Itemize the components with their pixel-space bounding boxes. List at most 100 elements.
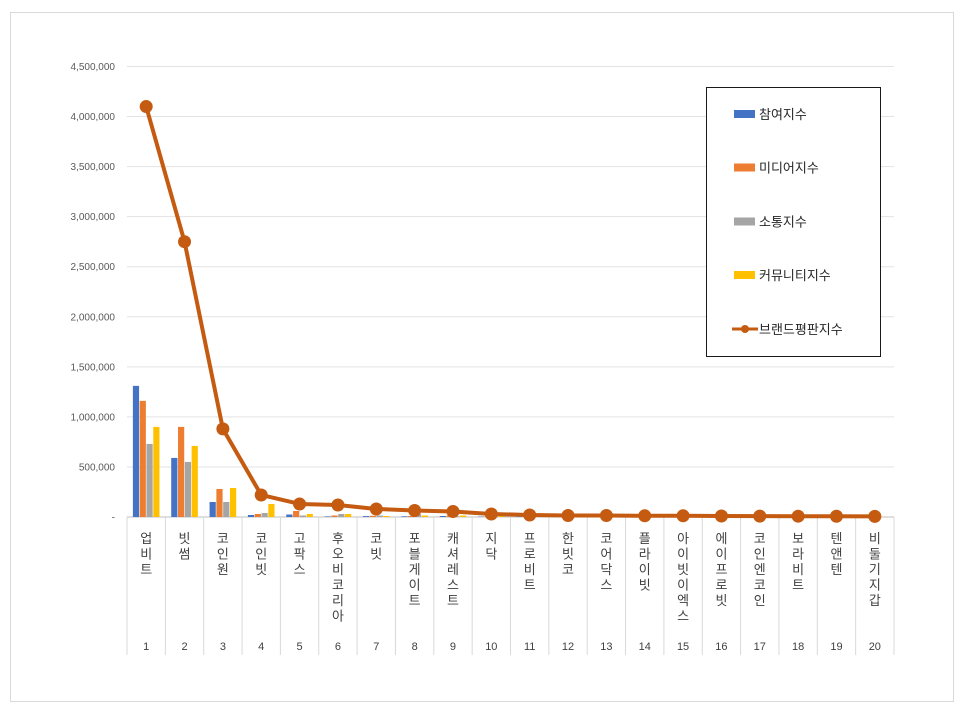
bar-미디어지수 (369, 515, 376, 517)
rank-label: 3 (220, 641, 226, 653)
bar-커뮤니티지수 (268, 503, 275, 517)
y-tick-label: 4,500,000 (71, 62, 116, 73)
bar-커뮤니티지수 (153, 426, 160, 517)
legend-swatch-커뮤니티지수 (734, 271, 755, 279)
rank-label: 10 (485, 641, 497, 653)
rank-label: 6 (335, 641, 341, 653)
bar-소통지수 (299, 515, 307, 517)
legend-swatch-참여지수 (734, 110, 755, 118)
legend-marker-브랜드평판지수 (741, 325, 749, 333)
point-브랜드평판지수 (676, 509, 690, 523)
rank-label: 17 (754, 641, 766, 653)
legend-swatch-미디어지수 (734, 163, 755, 172)
rank-label: 11 (524, 641, 535, 653)
point-브랜드평판지수 (178, 235, 192, 249)
y-tick-label: 500,000 (79, 462, 116, 473)
rank-label: 8 (412, 641, 418, 653)
chart-frame: - 500,000 1,000,000 1,500,000 2,000,000 2,500… (10, 12, 954, 702)
legend-label: 미디어지수 (759, 162, 819, 177)
bar-미디어지수 (254, 513, 261, 517)
point-브랜드평판지수 (446, 504, 460, 518)
brand-reputation-chart: - 500,000 1,000,000 1,500,000 2,000,000 2,500… (71, 62, 895, 655)
bar-미디어지수 (408, 515, 415, 517)
y-tick-label: 4,000,000 (71, 112, 116, 123)
bar-커뮤니티지수 (229, 487, 237, 517)
point-브랜드평판지수 (829, 509, 843, 523)
legend-label: 브랜드평판지수 (759, 323, 843, 338)
bar-참여지수 (362, 516, 370, 517)
bar-소통지수 (184, 461, 192, 517)
point-브랜드평판지수 (523, 508, 537, 522)
bar-커뮤니티지수 (460, 515, 467, 517)
point-브랜드평판지수 (369, 502, 383, 516)
rank-label: 15 (677, 641, 689, 653)
bar-참여지수 (401, 516, 408, 517)
point-브랜드평판지수 (868, 509, 882, 523)
rank-label: 1 (143, 641, 149, 653)
legend-label: 참여지수 (759, 108, 807, 123)
y-tick-label: 2,000,000 (71, 312, 116, 323)
rank-label: 4 (258, 641, 264, 653)
rank-label: 20 (869, 641, 881, 653)
point-브랜드평판지수 (561, 508, 575, 522)
rank-label: 14 (639, 641, 651, 653)
rank-label: 13 (600, 641, 612, 653)
rank-label: 5 (297, 641, 303, 653)
y-tick-label: 2,500,000 (71, 262, 116, 273)
bar-커뮤니티지수 (498, 516, 505, 517)
bar-미디어지수 (216, 488, 223, 517)
y-tick-label: - (112, 513, 115, 524)
bar-참여지수 (171, 457, 178, 517)
point-브랜드평판지수 (293, 497, 307, 511)
bar-커뮤니티지수 (306, 513, 313, 517)
bar-참여지수 (439, 515, 446, 517)
point-브랜드평판지수 (599, 508, 613, 522)
bar-미디어지수 (139, 400, 146, 517)
rank-label: 9 (450, 641, 456, 653)
bar-소통지수 (338, 513, 345, 517)
bar-소통지수 (146, 443, 153, 517)
point-브랜드평판지수 (638, 509, 652, 523)
point-브랜드평판지수 (753, 509, 767, 523)
y-tick-label: 3,500,000 (71, 162, 116, 173)
point-브랜드평판지수 (254, 488, 268, 502)
bar-참여지수 (247, 514, 255, 517)
rank-label: 12 (562, 641, 574, 653)
point-브랜드평판지수 (408, 503, 422, 517)
point-브랜드평판지수 (139, 100, 153, 114)
bar-소통지수 (261, 512, 268, 517)
bar-커뮤니티지수 (345, 513, 352, 517)
bar-미디어지수 (331, 515, 338, 517)
rank-label: 2 (181, 641, 187, 653)
point-브랜드평판지수 (216, 422, 230, 436)
y-tick-label: 1,000,000 (71, 412, 116, 423)
bar-참여지수 (324, 516, 331, 517)
point-브랜드평판지수 (331, 498, 345, 512)
y-tick-label: 3,000,000 (71, 212, 116, 223)
rank-label: 16 (715, 641, 727, 653)
legend-label: 커뮤니티지수 (759, 269, 831, 284)
bar-참여지수 (209, 501, 216, 517)
point-브랜드평판지수 (484, 507, 498, 521)
legend-swatch-소통지수 (734, 217, 755, 226)
point-브랜드평판지수 (714, 509, 728, 523)
rank-label: 7 (373, 641, 379, 653)
bar-커뮤니티지수 (383, 515, 390, 517)
